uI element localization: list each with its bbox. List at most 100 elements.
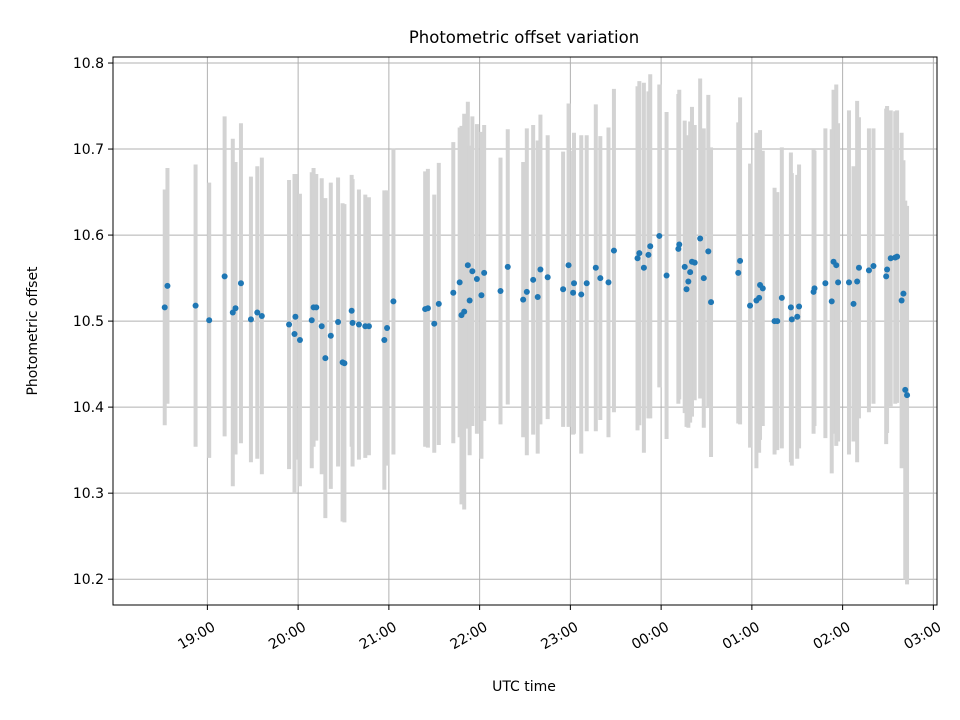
data-point: [349, 319, 356, 326]
data-point: [883, 273, 890, 280]
y-axis-label: Photometric offset: [25, 266, 41, 396]
data-point: [481, 269, 488, 276]
y-tick-label: 10.5: [73, 314, 104, 330]
data-point: [676, 241, 683, 248]
data-point: [833, 262, 840, 269]
data-point: [530, 276, 537, 283]
data-point: [822, 280, 829, 287]
y-axis-ticks: 10.2 10.3 10.4 10.5 10.6 10.7 10.8: [73, 56, 113, 588]
data-point: [435, 300, 442, 307]
data-point: [737, 257, 744, 264]
data-point: [902, 386, 909, 393]
data-point: [774, 318, 781, 325]
data-point: [229, 309, 236, 316]
data-point: [247, 316, 254, 323]
data-point: [571, 280, 578, 287]
error-bars: [162, 74, 910, 585]
data-point: [497, 287, 504, 294]
data-point: [450, 289, 457, 296]
data-point: [904, 392, 911, 399]
data-point: [431, 320, 438, 327]
data-point: [424, 305, 431, 312]
x-axis-ticks: 19:00 20:00 21:00 22:00 23:00 00:00 01:00 02:00…: [175, 605, 944, 653]
data-point: [534, 294, 541, 301]
data-point: [811, 285, 818, 292]
data-point: [865, 267, 872, 274]
data-point: [796, 303, 803, 310]
data-point: [845, 279, 852, 286]
data-point: [318, 323, 325, 330]
data-point: [597, 275, 604, 282]
plot-frame: [112, 56, 938, 606]
data-point: [565, 262, 572, 269]
data-point: [870, 263, 877, 270]
data-point: [583, 280, 590, 287]
y-tick-label: 10.6: [73, 228, 104, 244]
data-point: [747, 302, 754, 309]
data-point: [258, 312, 265, 319]
data-point: [161, 304, 168, 311]
data-point: [735, 269, 742, 276]
data-point: [850, 300, 857, 307]
data-point: [663, 272, 670, 279]
data-point: [381, 337, 388, 344]
data-point: [308, 317, 315, 324]
x-tick-label: 20:00: [266, 619, 309, 653]
y-tick-label: 10.4: [73, 400, 104, 416]
data-point: [605, 279, 612, 286]
data-point: [705, 248, 712, 255]
data-point: [464, 262, 471, 269]
data-point: [544, 274, 551, 281]
data-point: [634, 255, 641, 262]
data-point: [461, 308, 468, 315]
x-tick-label: 21:00: [357, 619, 400, 653]
y-tick-label: 10.2: [73, 572, 104, 588]
data-point: [478, 292, 485, 299]
data-point: [523, 288, 530, 295]
data-point: [683, 286, 690, 293]
x-tick-label: 00:00: [629, 619, 672, 653]
data-point: [656, 232, 663, 239]
data-point: [384, 324, 391, 331]
data-point: [520, 296, 527, 303]
x-tick-label: 19:00: [175, 619, 218, 653]
data-point: [390, 298, 397, 305]
data-point: [537, 266, 544, 273]
data-point: [645, 251, 652, 258]
data-point: [578, 291, 585, 298]
data-point: [473, 275, 480, 282]
x-tick-label: 23:00: [538, 619, 581, 653]
data-point: [355, 321, 362, 328]
data-point: [828, 298, 835, 305]
data-point: [855, 264, 862, 271]
data-point: [592, 264, 599, 271]
data-point: [708, 299, 715, 306]
x-tick-label: 02:00: [811, 619, 854, 653]
data-point: [759, 285, 766, 292]
data-point: [335, 318, 342, 325]
x-tick-label: 01:00: [720, 619, 763, 653]
y-tick-label: 10.8: [73, 56, 104, 72]
data-point: [292, 313, 299, 320]
data-point: [570, 289, 577, 296]
data-point: [884, 266, 891, 273]
data-point: [341, 360, 348, 367]
data-point: [900, 290, 907, 297]
data-point: [794, 313, 801, 320]
data-point: [206, 317, 213, 324]
data-point: [504, 263, 511, 270]
data-point: [778, 294, 785, 301]
x-axis-label: UTC time: [492, 679, 556, 695]
data-point: [291, 331, 298, 338]
data-point: [685, 278, 692, 285]
data-point: [232, 305, 239, 312]
data-point: [610, 247, 617, 254]
data-point: [687, 269, 694, 276]
data-point: [700, 275, 707, 282]
chart-title: Photometric offset variation: [409, 28, 639, 47]
data-point: [192, 302, 199, 309]
y-tick-label: 10.3: [73, 486, 104, 502]
data-point: [221, 273, 228, 280]
